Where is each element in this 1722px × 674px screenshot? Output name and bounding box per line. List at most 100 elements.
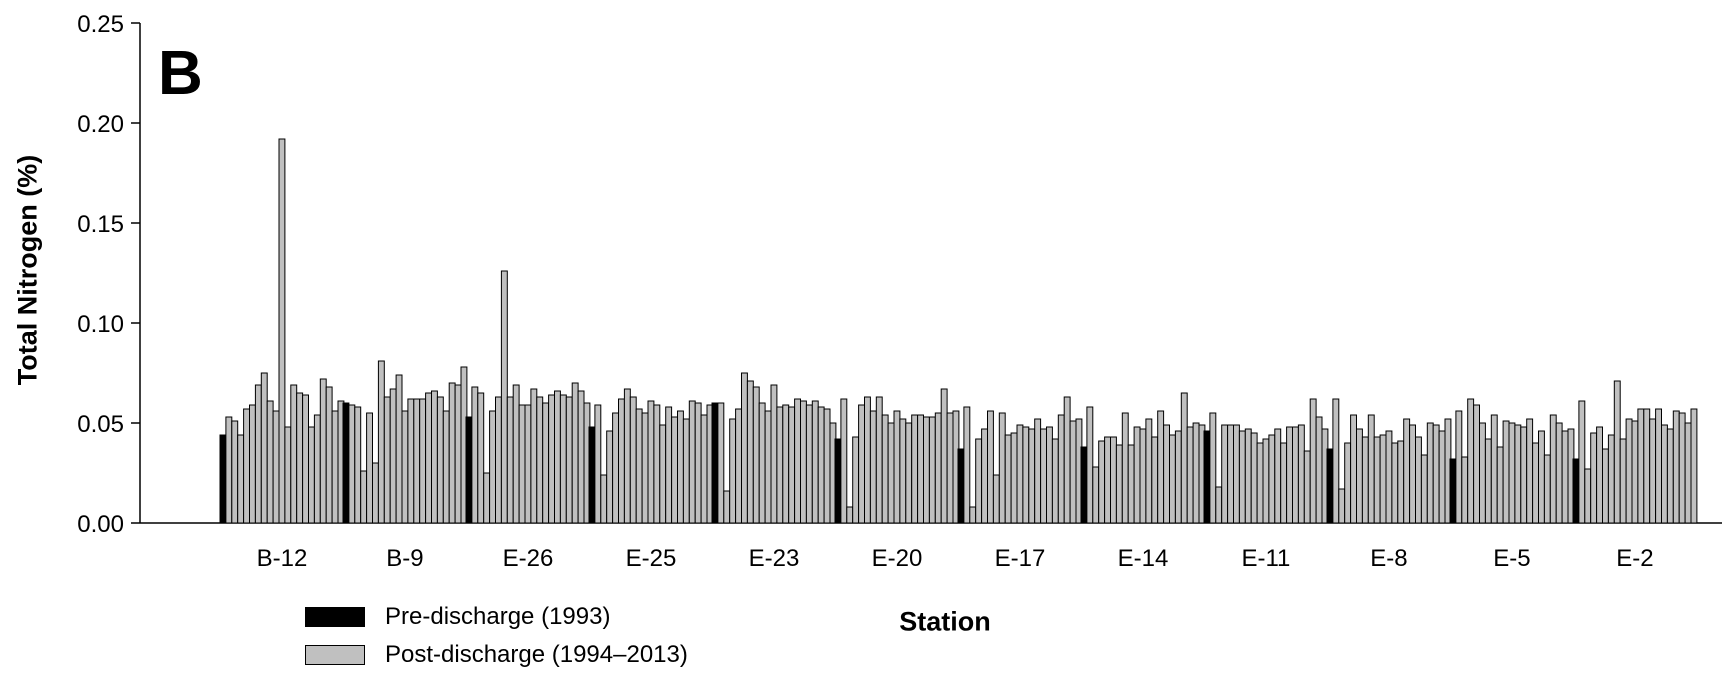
bar-post	[354, 406, 362, 524]
bar-post	[254, 384, 262, 524]
bar-post	[1133, 426, 1141, 524]
bar-post	[1192, 422, 1200, 524]
bar-post	[1016, 424, 1024, 524]
chart-ticks: 0.00 0.05 0.10 0.15 0.20 0.25 B-12 B-9 E-26 E-25 E…	[77, 11, 1653, 572]
bar-post	[677, 410, 684, 524]
bar-post	[431, 390, 438, 524]
bar-post	[1549, 414, 1557, 524]
bar-post	[1151, 436, 1159, 524]
bar-post	[1157, 410, 1165, 524]
bar-post	[571, 382, 579, 524]
bar-post	[1186, 426, 1194, 524]
bar-post	[1180, 392, 1188, 524]
bar-post	[700, 414, 708, 524]
bar-post	[1233, 424, 1240, 524]
bar-post	[1649, 418, 1657, 524]
bar-post	[1385, 430, 1393, 524]
bar-post	[817, 406, 825, 524]
bar-post	[846, 506, 854, 524]
bar-pre	[1326, 448, 1334, 524]
bar-post	[682, 418, 690, 524]
bar-post	[1643, 408, 1651, 524]
bar-post	[1678, 412, 1686, 524]
station-group-E-25	[588, 388, 714, 524]
station-group-E-2	[1572, 380, 1698, 524]
bar-post	[395, 374, 403, 524]
bar-post	[905, 422, 913, 524]
bar-post	[249, 404, 256, 524]
bar-post	[852, 436, 860, 524]
bar-post	[308, 426, 315, 524]
bar-post	[1145, 418, 1153, 524]
y-tick-label: 0.25	[77, 11, 124, 38]
bar-pre	[342, 402, 350, 524]
bar-post	[1619, 438, 1627, 524]
bar-post	[840, 398, 848, 524]
bar-post	[1292, 426, 1299, 524]
bar-post	[1502, 420, 1510, 524]
bar-post	[875, 396, 883, 524]
bar-post	[1625, 418, 1633, 524]
bar-post	[1051, 438, 1059, 524]
x-tick-label: E-14	[1118, 545, 1169, 572]
x-tick-label: E-20	[872, 545, 923, 572]
bar-post	[969, 506, 977, 524]
bar-post	[1479, 422, 1486, 524]
x-tick-label: E-5	[1493, 545, 1530, 572]
bar-post	[565, 396, 573, 524]
bar-pre	[1080, 446, 1088, 524]
bar-post	[782, 404, 790, 524]
legend-swatch-post	[305, 645, 365, 665]
bar-post	[975, 438, 983, 524]
bar-post	[647, 400, 655, 524]
bar-post	[688, 400, 696, 524]
bar-post	[794, 398, 801, 524]
bar-post	[1596, 426, 1603, 524]
bar-post	[477, 392, 485, 524]
bar-post	[530, 388, 538, 524]
bar-post	[278, 138, 286, 524]
bar-post	[869, 410, 877, 524]
bar-post	[1543, 454, 1551, 524]
chart-bars	[219, 138, 1698, 524]
bar-post	[1415, 436, 1422, 524]
bar-post	[1303, 450, 1311, 524]
bar-post	[1121, 412, 1129, 524]
bar-post	[1631, 420, 1639, 524]
legend-swatch-pre	[305, 607, 365, 627]
bar-post	[723, 490, 731, 524]
bar-post	[741, 372, 748, 524]
bar-post	[518, 404, 526, 524]
bar-post	[665, 406, 673, 524]
bar-post	[1426, 422, 1434, 524]
bar-post	[1174, 430, 1182, 524]
bar-post	[360, 470, 368, 524]
bar-post	[1672, 410, 1680, 524]
bar-post	[554, 390, 561, 524]
x-tick-label: B-12	[257, 545, 308, 572]
bar-post	[436, 396, 444, 524]
bar-post	[1397, 440, 1405, 524]
bar-post	[1367, 414, 1375, 524]
bar-post	[1127, 444, 1135, 524]
bar-post	[325, 386, 333, 524]
bar-post	[231, 420, 239, 524]
bar-post	[1684, 422, 1692, 524]
station-group-B-9	[342, 360, 468, 524]
bar-post	[776, 406, 784, 524]
bar-post	[1238, 430, 1246, 524]
bar-post	[425, 392, 433, 524]
bar-post	[524, 404, 532, 524]
y-tick-label: 0.10	[77, 311, 124, 338]
bar-post	[1514, 424, 1522, 524]
bar-post	[1508, 422, 1516, 524]
bar-post	[442, 410, 450, 524]
bar-post	[764, 410, 772, 524]
bar-post	[992, 474, 1000, 524]
bar-post	[911, 414, 919, 524]
bar-post	[805, 404, 813, 524]
bar-post	[1169, 434, 1176, 524]
panel-label: B	[158, 39, 203, 108]
bar-post	[893, 410, 901, 524]
station-group-E-17	[957, 396, 1083, 524]
